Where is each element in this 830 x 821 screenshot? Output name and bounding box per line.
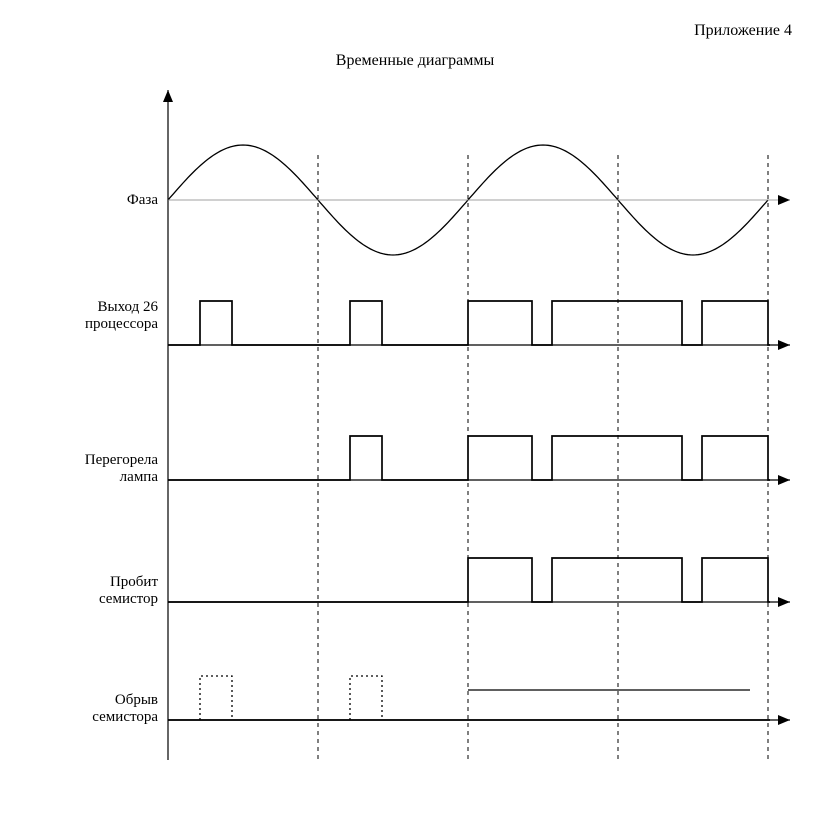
timing-diagram [0,0,830,821]
